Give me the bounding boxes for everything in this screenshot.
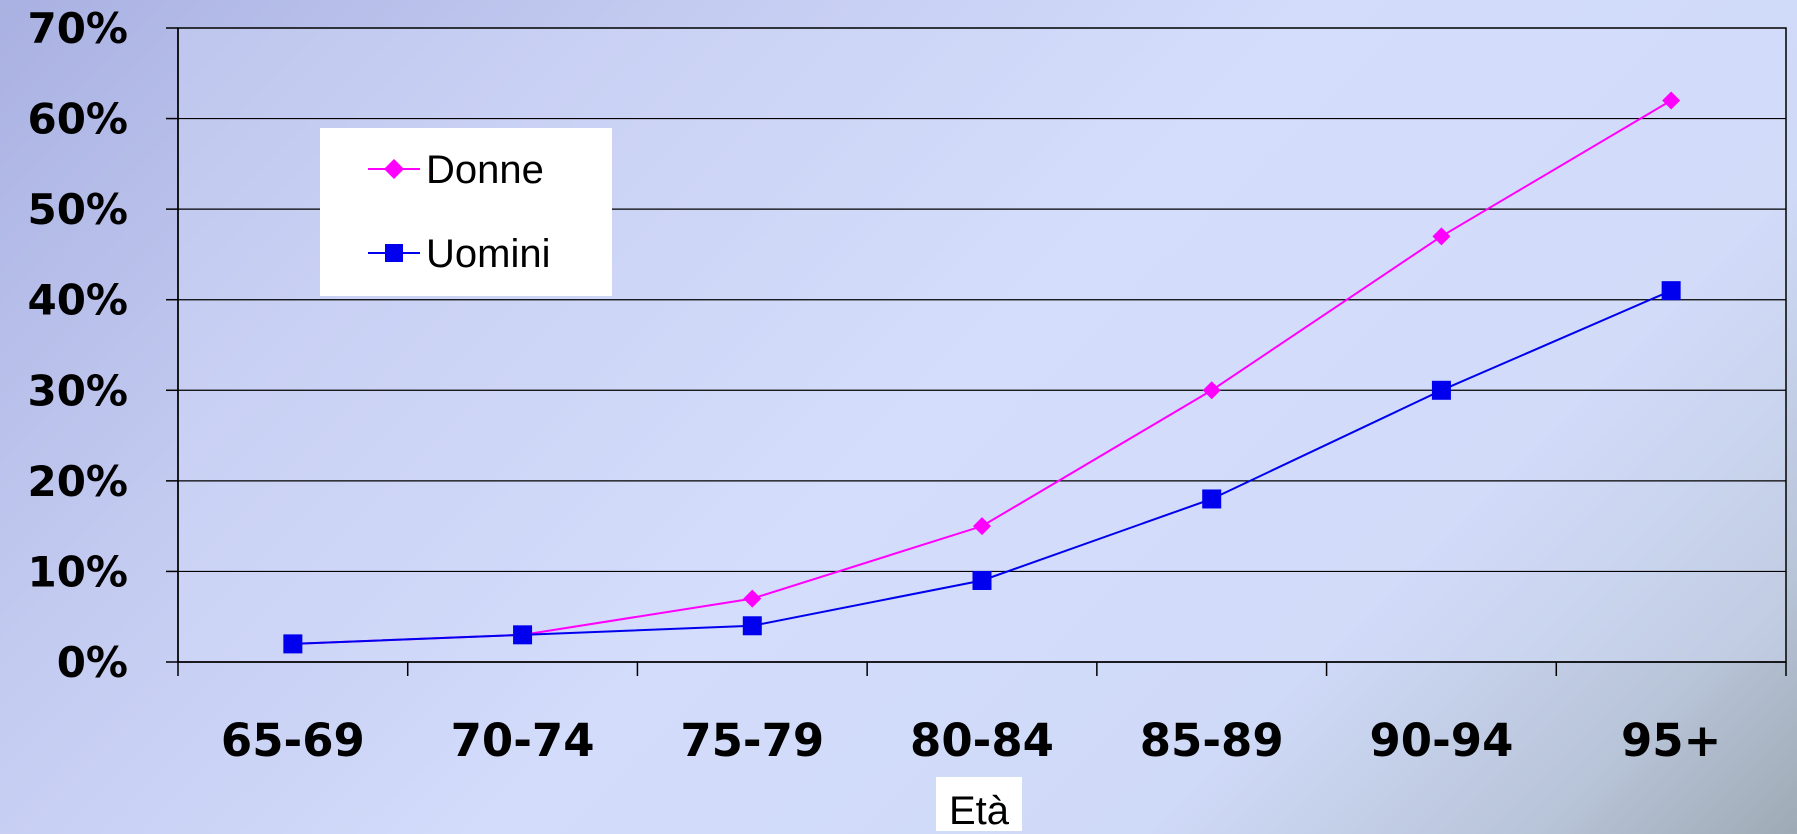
- series-group: [283, 91, 1681, 654]
- point-uomini-0: [283, 634, 303, 654]
- y-tick-label-6: 60%: [27, 95, 128, 144]
- x-tick-label-6: 95+: [1621, 714, 1721, 767]
- x-tick-label-0: 65-69: [221, 714, 365, 767]
- legend-marker-donne: [384, 159, 404, 179]
- x-tick-label-2: 75-79: [680, 714, 824, 767]
- axes: [177, 28, 1786, 663]
- x-tick-label-3: 80-84: [910, 714, 1054, 767]
- x-axis-label-box: [936, 777, 1022, 831]
- legend-entry-uomini: Uomini: [368, 232, 550, 276]
- point-uomini-4: [1202, 489, 1222, 509]
- point-donne-3: [973, 517, 991, 536]
- y-tick-label-3: 30%: [27, 366, 128, 415]
- point-uomini-6: [1661, 281, 1681, 301]
- x-tick-label-4: 85-89: [1140, 714, 1284, 767]
- legend-label-uomini: Uomini: [426, 232, 550, 276]
- point-donne-5: [1432, 227, 1451, 246]
- y-tick-label-0: 0%: [57, 638, 128, 687]
- legend-box: [320, 128, 612, 296]
- point-donne-4: [1202, 381, 1221, 400]
- legend: Donne Uomini: [320, 128, 612, 296]
- legend-marker-uomini: [385, 244, 403, 262]
- y-tick-label-1: 10%: [27, 547, 128, 596]
- series-uomini: [283, 281, 1681, 654]
- point-uomini-2: [742, 616, 762, 636]
- y-axis-ticks: 0% 10% 20% 30% 40% 50% 60% 70%: [27, 4, 178, 687]
- point-uomini-3: [972, 570, 992, 590]
- x-axis-ticks: 65-69 70-74 75-79 80-84 85-89 90-94 95+: [177, 662, 1787, 767]
- x-tick-label-5: 90-94: [1369, 714, 1513, 767]
- point-uomini-5: [1431, 380, 1451, 400]
- x-axis-label: Età: [949, 789, 1010, 833]
- legend-label-donne: Donne: [426, 148, 544, 192]
- point-uomini-1: [513, 625, 533, 645]
- point-donne-6: [1662, 91, 1681, 110]
- y-tick-label-7: 70%: [27, 4, 128, 53]
- y-tick-label-4: 40%: [27, 276, 128, 325]
- y-tick-label-2: 20%: [27, 457, 128, 506]
- point-donne-2: [743, 589, 762, 608]
- legend-entry-donne: Donne: [368, 148, 544, 192]
- x-tick-label-1: 70-74: [451, 714, 595, 767]
- y-tick-label-5: 50%: [27, 185, 128, 234]
